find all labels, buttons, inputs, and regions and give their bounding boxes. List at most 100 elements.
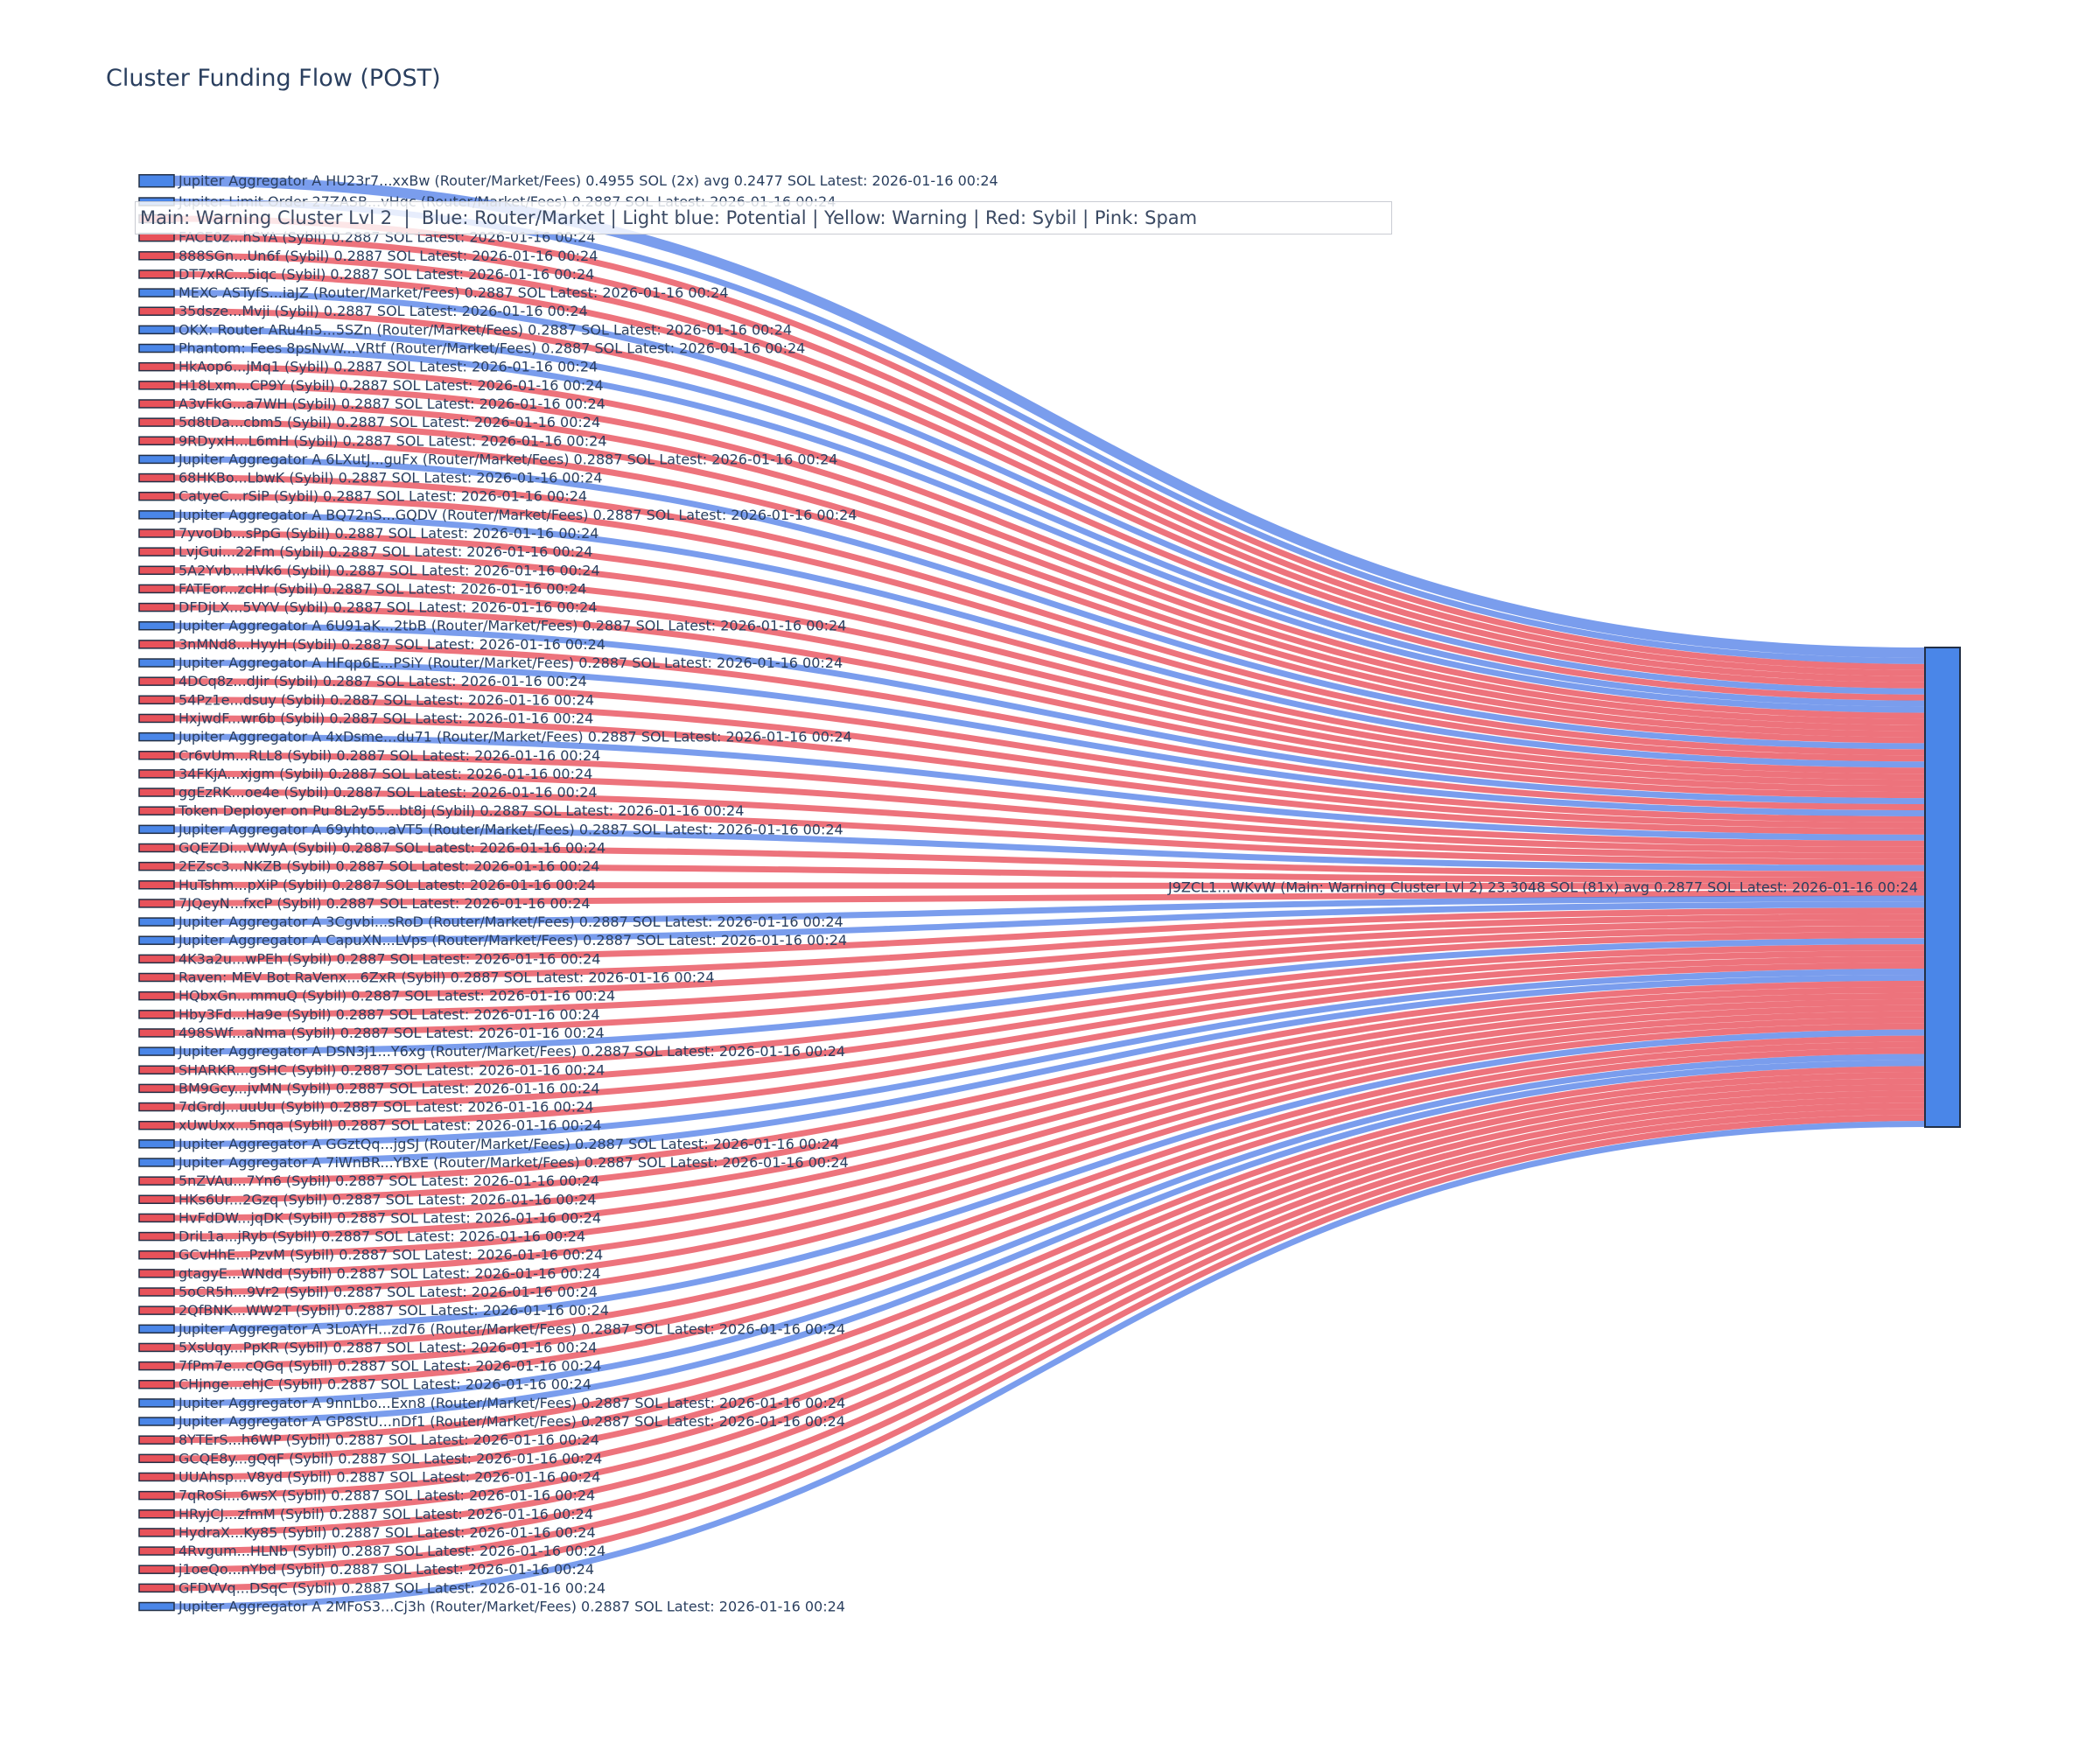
flow-link[interactable] (173, 889, 1926, 906)
flow-link[interactable] (173, 1096, 1926, 1536)
flow-link[interactable] (173, 456, 1926, 750)
flow-link[interactable] (173, 1017, 1926, 1295)
source-node[interactable] (138, 1120, 175, 1130)
flow-link[interactable] (173, 950, 1926, 1092)
source-node[interactable] (138, 565, 175, 576)
source-node[interactable] (138, 1158, 175, 1167)
flow-link[interactable] (173, 530, 1926, 774)
flow-link[interactable] (173, 938, 1926, 1055)
flow-link[interactable] (173, 604, 1926, 799)
source-node[interactable] (138, 1435, 175, 1445)
flow-link[interactable] (173, 998, 1926, 1240)
source-node[interactable] (138, 173, 175, 188)
flow-link[interactable] (173, 715, 1926, 835)
flow-link[interactable] (173, 770, 1926, 853)
flow-link[interactable] (173, 660, 1926, 816)
flow-link[interactable] (173, 419, 1926, 738)
source-node[interactable] (138, 232, 175, 242)
source-node[interactable] (138, 1361, 175, 1371)
source-node[interactable] (138, 972, 175, 983)
flow-link[interactable] (173, 826, 1926, 872)
flow-link[interactable] (173, 752, 1926, 847)
source-node[interactable] (138, 1601, 175, 1612)
source-node[interactable] (138, 454, 175, 465)
flow-link[interactable] (173, 215, 1926, 670)
source-node[interactable] (138, 861, 175, 872)
flow-link[interactable] (173, 986, 1926, 1203)
source-node[interactable] (138, 1528, 175, 1537)
source-node[interactable] (138, 880, 175, 890)
flow-link[interactable] (173, 1060, 1926, 1425)
flow-link[interactable] (173, 974, 1926, 1166)
flow-link[interactable] (173, 944, 1926, 1074)
source-node[interactable] (138, 343, 175, 354)
source-node[interactable] (138, 270, 175, 279)
source-node[interactable] (138, 713, 175, 724)
flow-link[interactable] (173, 789, 1926, 859)
source-node[interactable] (138, 1546, 175, 1556)
flow-link[interactable] (173, 863, 1926, 884)
flow-link[interactable] (173, 290, 1926, 695)
source-node[interactable] (138, 917, 175, 927)
source-node[interactable] (138, 1046, 175, 1056)
flow-link[interactable] (173, 1078, 1926, 1480)
flow-link[interactable] (173, 844, 1926, 878)
flow-link[interactable] (173, 895, 1926, 926)
flow-link[interactable] (173, 992, 1926, 1222)
source-node[interactable] (138, 584, 175, 594)
flow-link[interactable] (173, 1109, 1926, 1573)
flow-link[interactable] (173, 969, 1926, 1147)
flow-link[interactable] (173, 252, 1926, 682)
source-node[interactable] (138, 732, 175, 742)
source-node[interactable] (138, 788, 175, 797)
flow-link[interactable] (173, 1066, 1926, 1444)
source-node[interactable] (138, 806, 175, 816)
flow-link[interactable] (173, 438, 1926, 744)
source-node[interactable] (138, 528, 175, 538)
source-node[interactable] (138, 1342, 175, 1353)
flow-link[interactable] (173, 474, 1926, 756)
source-node[interactable] (138, 843, 175, 853)
flow-link[interactable] (173, 1047, 1926, 1388)
source-node[interactable] (138, 1398, 175, 1408)
source-node[interactable] (138, 1213, 175, 1223)
flow-link[interactable] (173, 808, 1926, 865)
flow-link[interactable] (173, 956, 1926, 1110)
source-node[interactable] (138, 602, 175, 612)
source-node[interactable] (138, 547, 175, 556)
source-node[interactable] (138, 1065, 175, 1074)
flow-link[interactable] (173, 907, 1926, 962)
flow-link[interactable] (173, 962, 1926, 1129)
target-node[interactable] (1924, 647, 1961, 1128)
source-node[interactable] (138, 306, 175, 316)
source-node[interactable] (138, 1250, 175, 1260)
source-node[interactable] (138, 1490, 175, 1501)
flow-link[interactable] (173, 678, 1926, 822)
flow-link[interactable] (173, 1072, 1926, 1462)
flow-link[interactable] (173, 382, 1926, 725)
flow-link[interactable] (173, 1029, 1926, 1333)
flow-link[interactable] (173, 696, 1926, 829)
source-node[interactable] (138, 658, 175, 668)
flow-link[interactable] (173, 1102, 1926, 1555)
source-node[interactable] (138, 935, 175, 945)
source-node[interactable] (138, 1509, 175, 1519)
flow-link[interactable] (173, 585, 1926, 793)
source-node[interactable] (138, 676, 175, 686)
source-node[interactable] (138, 1010, 175, 1019)
source-node[interactable] (138, 1194, 175, 1205)
flow-link[interactable] (173, 234, 1926, 676)
source-node[interactable] (138, 417, 175, 427)
flow-link[interactable] (173, 1054, 1926, 1406)
source-node[interactable] (138, 1472, 175, 1482)
source-node[interactable] (138, 1564, 175, 1574)
source-node[interactable] (138, 1380, 175, 1390)
source-node[interactable] (138, 1028, 175, 1038)
flow-link[interactable] (173, 345, 1926, 713)
flow-link[interactable] (173, 270, 1926, 689)
source-node[interactable] (138, 899, 175, 908)
source-node[interactable] (138, 325, 175, 335)
flow-link[interactable] (173, 1035, 1926, 1351)
flow-link[interactable] (173, 1121, 1926, 1610)
flow-link[interactable] (173, 1115, 1926, 1592)
